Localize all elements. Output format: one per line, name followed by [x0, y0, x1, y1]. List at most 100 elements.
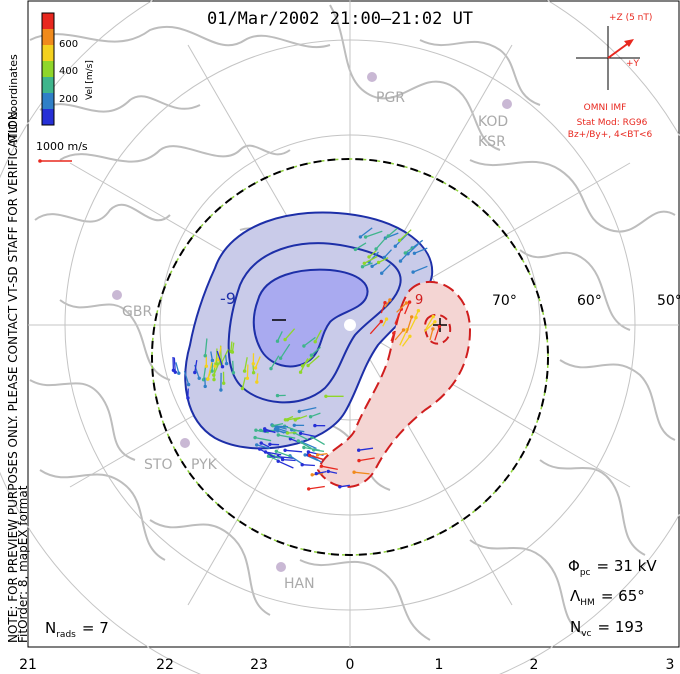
- velocity-vector-origin: [273, 427, 278, 431]
- velocity-vector-origin: [224, 361, 229, 366]
- velocity-vector-origin: [338, 485, 342, 489]
- velocity-vector-origin: [383, 301, 387, 305]
- color-scale-segment: [42, 45, 54, 62]
- velocity-vector: [358, 457, 375, 462]
- fit-statistics: Φpc = 31 kV ΛHM = 65° Nvc = 193 Nrads = 7: [45, 557, 657, 640]
- velocity-vector: [310, 346, 321, 356]
- velocity-vector-origin: [197, 376, 201, 380]
- velocity-vector: [175, 362, 180, 374]
- velocity-vector-origin: [324, 394, 328, 398]
- velocity-vector-origin: [319, 464, 324, 468]
- velocity-vector: [277, 455, 294, 459]
- color-scale-segment: [42, 29, 54, 46]
- velocity-vector: [378, 257, 389, 263]
- contour-label-positive: 9: [415, 293, 423, 308]
- velocity-vector: [299, 406, 317, 413]
- velocity-vector: [202, 366, 207, 380]
- color-scale-segment: [42, 109, 54, 126]
- velocity-vector: [259, 448, 276, 459]
- velocity-vector: [399, 229, 412, 241]
- velocity-vector-origin: [240, 386, 245, 391]
- velocity-vector-origin: [280, 457, 285, 462]
- velocity-vector-origin: [212, 373, 216, 377]
- velocity-vector-origin: [362, 261, 366, 265]
- mlt-tick-22: 22: [156, 657, 174, 673]
- velocity-vector-origin: [255, 380, 259, 384]
- velocity-vector-origin: [357, 458, 361, 463]
- velocity-vector: [400, 253, 408, 262]
- velocity-vector-origin: [251, 371, 256, 375]
- velocity-vector: [254, 356, 261, 369]
- velocity-vector: [301, 441, 317, 450]
- velocity-vector: [381, 264, 391, 274]
- velocity-vector-origin: [177, 371, 181, 375]
- imf-vector-arrowhead: [624, 39, 634, 47]
- velocity-vector: [254, 436, 272, 442]
- velocity-vector-origin: [269, 366, 273, 371]
- velocity-vector: [369, 321, 382, 335]
- velocity-vector-origin: [204, 364, 208, 368]
- velocity-vector-origin: [326, 469, 330, 474]
- velocity-vector-origin: [231, 371, 236, 375]
- velocity-vector: [308, 485, 325, 490]
- velocity-vector: [275, 425, 289, 428]
- phi-pc-stat: Φpc = 31 kV: [568, 557, 657, 578]
- velocity-vector-origin: [431, 327, 435, 331]
- velocity-vector-origin: [411, 270, 415, 274]
- velocity-vector-origin: [397, 238, 402, 242]
- velocity-vector: [232, 360, 235, 373]
- velocity-vector: [309, 454, 324, 461]
- velocity-vector-origin: [271, 424, 275, 428]
- velocity-vector-origin: [206, 377, 210, 381]
- color-scale-bar: [42, 13, 54, 126]
- mlt-tick-23: 23: [250, 657, 268, 673]
- velocity-vector: [414, 247, 428, 254]
- velocity-vector: [307, 355, 320, 366]
- velocity-vector-origin: [357, 448, 361, 452]
- velocity-vector-origin: [276, 459, 280, 463]
- velocity-vector: [276, 450, 292, 458]
- velocity-vector-origin: [171, 368, 176, 372]
- velocity-vector-origin: [220, 365, 225, 369]
- velocity-vector: [287, 416, 301, 421]
- velocity-vector-origin: [255, 443, 259, 447]
- velocity-vector-origin: [259, 441, 263, 445]
- velocity-vector: [246, 364, 249, 379]
- velocity-vector-origin: [283, 448, 287, 452]
- velocity-vector-origin: [306, 363, 310, 368]
- velocity-vector-origin: [292, 423, 296, 427]
- velocity-vector: [404, 246, 415, 254]
- contour-label-negative: -9: [220, 289, 236, 308]
- velocity-vector-origin: [203, 354, 207, 358]
- velocity-vector-origin: [414, 315, 418, 320]
- velocity-vector: [321, 465, 338, 471]
- velocity-vector: [302, 464, 315, 467]
- velocity-vector: [303, 336, 316, 347]
- velocity-vector: [355, 242, 367, 250]
- velocity-vector-origin: [297, 409, 301, 414]
- velocity-vector-origin: [416, 309, 421, 313]
- velocity-vector-origin: [352, 470, 356, 474]
- velocity-vector: [365, 230, 383, 238]
- velocity-vector-origin: [245, 376, 250, 380]
- velocity-vector-origin: [283, 418, 288, 422]
- velocity-vector-origin: [363, 235, 368, 239]
- velocity-vector: [277, 427, 288, 433]
- velocity-vector-origin: [308, 415, 313, 419]
- lat-label-50: 50°: [657, 293, 680, 309]
- velocity-vector: [358, 447, 374, 451]
- velocity-vector-origin: [298, 370, 303, 374]
- velocity-vector-origin: [307, 453, 312, 457]
- velocity-vector-origin: [219, 388, 223, 392]
- velocity-vector-origin: [283, 337, 287, 342]
- station-label-pgr: PGR: [376, 90, 405, 106]
- velocity-vector-origin: [403, 251, 407, 255]
- color-scale-segment: [42, 77, 54, 94]
- velocity-vector: [425, 316, 434, 330]
- velocity-vector: [429, 328, 434, 341]
- negative-potential-cell: [184, 211, 434, 450]
- velocity-vector: [278, 434, 296, 439]
- nrads-stat: Nrads = 7: [45, 619, 109, 640]
- map-title: 01/Mar/2002 21:00–21:02 UT: [207, 9, 473, 29]
- velocity-vector-origin: [275, 393, 280, 398]
